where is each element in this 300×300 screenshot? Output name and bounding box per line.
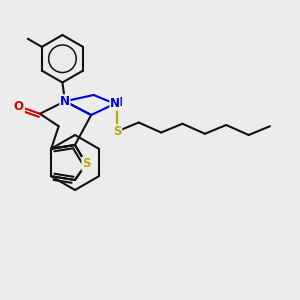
Text: S: S [113,125,122,138]
Text: N: N [112,96,122,109]
Text: O: O [14,100,24,113]
Text: S: S [82,157,90,170]
Text: N: N [110,97,120,110]
Text: N: N [60,95,70,108]
